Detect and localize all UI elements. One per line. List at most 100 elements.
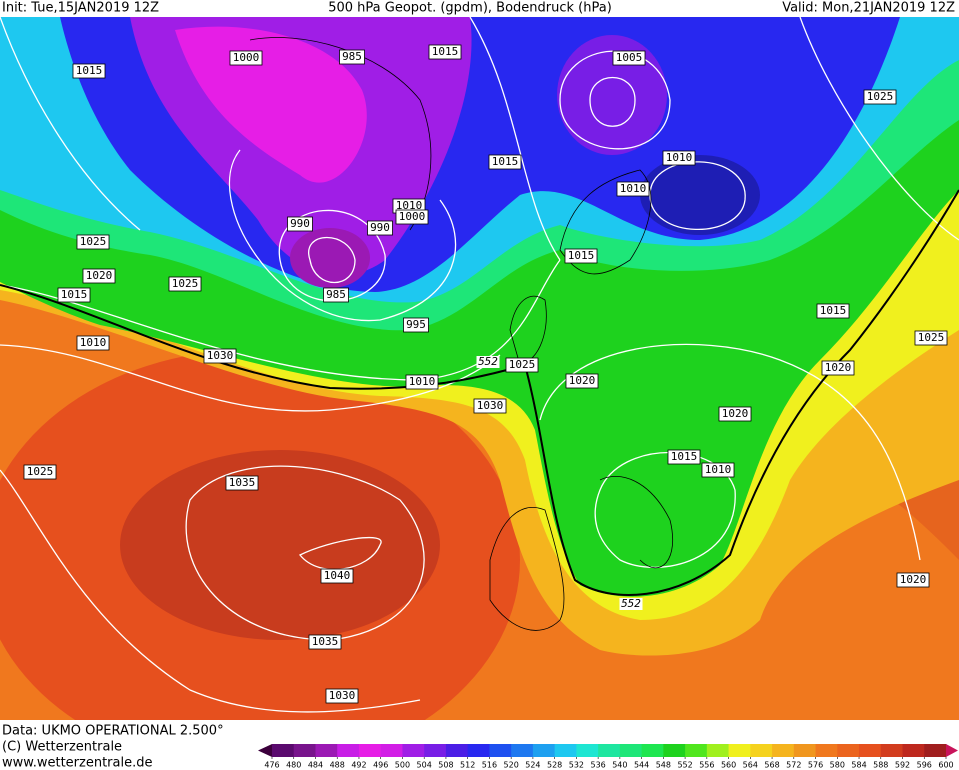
isobar-label-box [428, 44, 462, 60]
isobar-label-box [339, 49, 365, 65]
colorbar-tick-label: 532 [569, 761, 584, 770]
colorbar-bin [532, 744, 556, 757]
colorbar-tick-label: 544 [634, 761, 649, 770]
isobar-label-box [718, 406, 752, 422]
colorbar-tick-label: 484 [308, 761, 323, 770]
height-label-box [476, 356, 500, 368]
colorbar-bin [576, 744, 599, 757]
isobar-label: 1020 [722, 407, 749, 420]
colorbar-bin [337, 744, 360, 757]
isobar [799, 17, 959, 241]
copyright: (C) Wetterzentrale [2, 740, 122, 755]
isobar-label: 995 [406, 318, 426, 331]
coastline [489, 507, 565, 631]
isobar [539, 343, 921, 561]
field-high-core [120, 450, 440, 640]
colorbar-low-end [258, 744, 272, 757]
coastline [249, 37, 432, 231]
isobar-label-box [565, 373, 599, 389]
colorbar-tick-label: 536 [590, 761, 605, 770]
isobar [308, 237, 356, 283]
isobar-label: 1020 [569, 374, 596, 387]
colorbar-tick-label: 480 [286, 761, 301, 770]
isobar-label-box [57, 287, 91, 303]
isobar-label: 1010 [705, 463, 732, 476]
isobar-label-box [72, 63, 106, 79]
colorbar-bin [837, 744, 860, 757]
isobar-label: 1010 [80, 336, 107, 349]
isobar-label: 1015 [492, 155, 519, 168]
isobar [0, 469, 421, 713]
isobar [185, 465, 425, 641]
isobar-label-box [616, 181, 650, 197]
colorbar-tick-label: 592 [895, 761, 910, 770]
isobar-label-box [405, 374, 439, 390]
colorbar-bin [402, 744, 425, 757]
isobar-label-box [325, 688, 359, 704]
colorbar-tick-label: 504 [417, 761, 432, 770]
colorbar-tick-label: 524 [525, 761, 540, 770]
isobar-label: 985 [326, 288, 346, 301]
colorbar-tick-label: 492 [351, 761, 366, 770]
isobar-label-box [701, 462, 735, 478]
colorbar-tick-label: 552 [677, 761, 692, 770]
colorbar-tick-label: 588 [873, 761, 888, 770]
website: www.wetterzentrale.de [2, 756, 152, 770]
colorbar-bin [489, 744, 512, 757]
isobar-label: 1025 [918, 331, 945, 344]
colorbar-tick-label: 568 [764, 761, 779, 770]
colorbar-tick-label: 600 [938, 761, 953, 770]
colorbar-high-end [946, 744, 958, 757]
isobar-label-box [367, 220, 393, 236]
isobar-label: 1025 [509, 358, 536, 371]
isobar-label-box [505, 357, 539, 373]
height-label: 552 [478, 355, 498, 368]
colorbar-tick-label: 476 [264, 761, 279, 770]
isobar-label: 1010 [666, 151, 693, 164]
isobar-label: 1025 [172, 277, 199, 290]
isobar-label: 1000 [399, 210, 426, 223]
colorbar-tick-label: 520 [504, 761, 519, 770]
isobar-label: 1025 [80, 235, 107, 248]
colorbar-bin [293, 744, 316, 757]
colorbar-bin [641, 744, 664, 757]
colorbar-bin [815, 744, 838, 757]
isobar-label-box [82, 268, 116, 284]
isobar [0, 344, 501, 412]
field-low-scand [557, 35, 667, 155]
isobar-label: 990 [290, 217, 310, 230]
isobar-label: 1040 [324, 569, 351, 582]
isobar-label: 1015 [432, 45, 459, 58]
colorbar-bin [772, 744, 795, 757]
colorbar-tick-label: 500 [395, 761, 410, 770]
isobar [594, 452, 736, 568]
isobar-label-box [308, 634, 342, 650]
isobar-label-box [564, 248, 598, 264]
isobar-label-box [225, 475, 259, 491]
colorbar-bin [554, 744, 577, 757]
isobar-label-box [323, 287, 349, 303]
colorbar-tick-label: 584 [851, 761, 866, 770]
isobar-label-box [473, 398, 507, 414]
colorbar-bin [793, 744, 817, 757]
map-area [0, 17, 959, 720]
colorbar-bin [728, 744, 751, 757]
isobar-label: 985 [342, 50, 362, 63]
isobar-label-box [488, 154, 522, 170]
colorbar-bin [859, 744, 882, 757]
isobar-label: 990 [370, 221, 390, 234]
isobar-label-box [896, 572, 930, 588]
isobar-label-box [816, 303, 850, 319]
colorbar-tick-label: 548 [656, 761, 671, 770]
colorbar-tick-label: 508 [438, 761, 453, 770]
colorbar-bin [467, 744, 490, 757]
isobar-label: 1015 [671, 450, 698, 463]
colorbar-bin [272, 744, 295, 757]
colorbar-bin [685, 744, 708, 757]
height-label-box [619, 598, 643, 610]
colorbar-tick-label: 580 [830, 761, 845, 770]
colorbar-bin [315, 744, 338, 757]
isobar-label: 1030 [207, 349, 234, 362]
isobar-label: 1010 [396, 199, 423, 212]
isobar-label: 1000 [233, 51, 260, 64]
